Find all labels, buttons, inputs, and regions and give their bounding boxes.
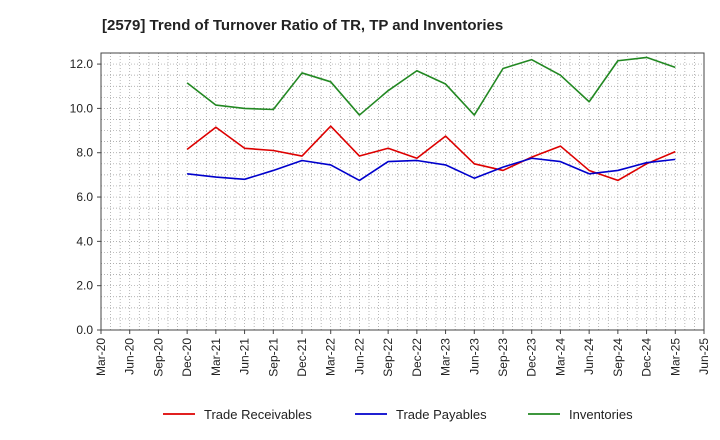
x-tick-label: Jun-20 [123,338,137,375]
x-tick-label: Mar-23 [439,338,453,376]
x-tick-label: Sep-20 [151,338,165,377]
y-tick-label: 2.0 [76,279,93,293]
x-tick-label: Jun-23 [467,338,481,375]
x-tick-label: Dec-20 [180,338,194,377]
series-line-1 [187,157,676,182]
x-tick-label: Mar-22 [324,338,338,376]
x-tick-label: Mar-21 [209,338,223,376]
y-tick-label: 4.0 [76,234,93,248]
grid [101,52,704,331]
x-tick-label: Dec-22 [410,338,424,377]
chart-title: [2579] Trend of Turnover Ratio of TR, TP… [102,17,503,34]
y-tick-label: 8.0 [76,146,93,160]
x-tick-label: Jun-25 [697,338,711,375]
x-tick-label: Mar-20 [94,338,108,376]
x-tick-label: Mar-24 [553,338,567,376]
x-axis: Mar-20 Jun-20 Sep-20 Dec-20 Mar-21 Jun-21 Sep-… [94,330,711,377]
x-tick-label: Mar-25 [668,338,682,376]
series-lines [186,56,676,182]
series-line-0 [186,125,676,182]
y-axis: 0.0 2.0 4.0 6.0 8.0 10.0 12.0 [70,57,101,337]
y-tick-label: 0.0 [76,323,93,337]
x-tick-label: Jun-22 [352,338,366,375]
x-tick-label: Jun-21 [238,338,252,375]
legend-label-0: Trade Receivables [204,407,312,422]
x-tick-label: Sep-22 [381,338,395,377]
x-tick-label: Sep-23 [496,338,510,377]
y-tick-label: 12.0 [70,57,94,71]
y-tick-label: 10.0 [70,101,94,115]
x-tick-label: Dec-23 [525,338,539,377]
x-tick-label: Sep-21 [266,338,280,377]
plot-frame [100,52,705,331]
x-tick-label: Dec-24 [640,338,654,377]
series-line-2 [186,56,676,116]
x-tick-label: Jun-24 [582,338,596,375]
legend-label-1: Trade Payables [396,407,487,422]
y-tick-label: 6.0 [76,190,93,204]
legend: Trade Receivables Trade Payables Inventori… [163,407,633,422]
x-tick-label: Dec-21 [295,338,309,377]
x-tick-label: Sep-24 [611,338,625,377]
legend-label-2: Inventories [569,407,633,422]
